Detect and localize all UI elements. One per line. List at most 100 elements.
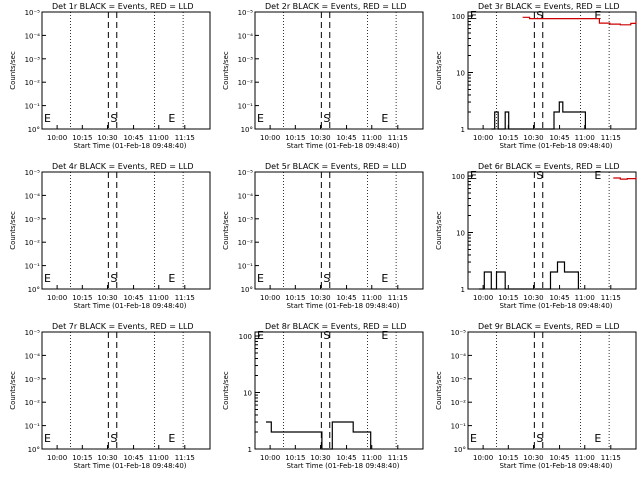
- plot-frame: [467, 171, 637, 290]
- x-tick-label: 11:00: [149, 294, 169, 302]
- y-axis-label: Counts/sec: [435, 371, 443, 410]
- y-tick-label: 10⁻⁵: [238, 9, 254, 17]
- end-marker-label: E: [168, 432, 175, 445]
- y-tick-label: 10⁻¹: [25, 103, 41, 111]
- y-tick-label: 10⁻³: [25, 56, 41, 64]
- panel-title: Det 3r BLACK = Events, RED = LLD: [478, 2, 620, 11]
- panel-title: Det 7r BLACK = Events, RED = LLD: [52, 322, 194, 331]
- detector-panel: Det 2r BLACK = Events, RED = LLD 10:00 10:…: [222, 2, 424, 150]
- x-axis-label: Start Time (01-Feb-18 09:48:40): [499, 302, 612, 310]
- x-axis-label: Start Time (01-Feb-18 09:48:40): [286, 462, 399, 470]
- y-tick-label: 10°: [28, 286, 40, 294]
- y-tick-label: 100: [452, 173, 465, 181]
- y-tick-label: 10⁻⁴: [25, 32, 41, 40]
- x-tick-label: 11:00: [575, 454, 595, 462]
- x-tick-label: 10:45: [336, 454, 356, 462]
- data-series-line: [491, 101, 586, 130]
- y-tick-label: 10⁻²: [25, 79, 41, 87]
- x-tick-label: 10:15: [498, 134, 518, 142]
- plot-frame: [467, 331, 637, 450]
- panel-title: Det 9r BLACK = Events, RED = LLD: [478, 322, 620, 331]
- x-tick-label: 10:45: [549, 294, 569, 302]
- panel-title: Det 8r BLACK = Events, RED = LLD: [265, 322, 407, 331]
- start-marker-label: S: [110, 272, 117, 285]
- plot-frame: [254, 171, 424, 290]
- y-axis-label: Counts/sec: [222, 371, 230, 410]
- end-marker-label: E: [44, 112, 51, 125]
- end-marker-label: E: [470, 169, 477, 182]
- y-tick-label: 10⁻³: [25, 216, 41, 224]
- x-tick-label: 10:00: [47, 134, 67, 142]
- x-tick-label: 11:00: [362, 454, 382, 462]
- y-tick-label: 10⁻²: [451, 399, 467, 407]
- y-tick-label: 10⁻¹: [25, 263, 41, 271]
- x-tick-label: 10:00: [473, 134, 493, 142]
- y-tick-label: 100: [452, 13, 465, 21]
- y-tick-label: 10⁻¹: [238, 103, 254, 111]
- y-tick-label: 10⁻¹: [25, 423, 41, 431]
- x-tick-label: 10:15: [285, 294, 305, 302]
- end-marker-label: E: [594, 432, 601, 445]
- end-marker-label: E: [168, 112, 175, 125]
- y-tick-label: 1: [248, 446, 252, 454]
- y-tick-label: 10°: [28, 446, 40, 454]
- x-tick-label: 11:15: [601, 454, 621, 462]
- y-tick-label: 10⁻²: [238, 239, 254, 247]
- y-tick-label: 10⁻⁴: [25, 192, 41, 200]
- end-marker-label: E: [44, 432, 51, 445]
- x-tick-label: 10:15: [285, 134, 305, 142]
- x-tick-label: 11:00: [149, 454, 169, 462]
- y-tick-label: 10⁻³: [451, 376, 467, 384]
- x-tick-label: 11:00: [362, 134, 382, 142]
- data-series-line: [266, 421, 372, 450]
- plot-frame: [41, 11, 211, 130]
- y-axis-label: Counts/sec: [9, 371, 17, 410]
- end-marker-label: E: [44, 272, 51, 285]
- x-axis-label: Start Time (01-Feb-18 09:48:40): [73, 462, 186, 470]
- y-tick-label: 10⁻³: [238, 56, 254, 64]
- y-axis-label: Counts/sec: [435, 211, 443, 250]
- x-tick-label: 10:00: [473, 454, 493, 462]
- end-marker-label: E: [257, 329, 264, 342]
- end-marker-label: E: [257, 112, 264, 125]
- x-tick-label: 11:15: [388, 134, 408, 142]
- start-marker-label: S: [323, 112, 330, 125]
- end-marker-label: E: [168, 272, 175, 285]
- y-tick-label: 10⁻⁴: [238, 192, 254, 200]
- detector-panel: Det 5r BLACK = Events, RED = LLD 10:00 10:…: [222, 162, 424, 310]
- x-tick-label: 11:00: [575, 134, 595, 142]
- x-tick-label: 10:30: [97, 294, 117, 302]
- x-tick-label: 10:30: [523, 134, 543, 142]
- end-marker-label: E: [381, 272, 388, 285]
- x-tick-label: 10:15: [72, 294, 92, 302]
- y-tick-label: 10⁻³: [25, 376, 41, 384]
- x-tick-label: 10:15: [72, 134, 92, 142]
- x-axis-label: Start Time (01-Feb-18 09:48:40): [286, 302, 399, 310]
- y-tick-label: 10: [243, 390, 252, 398]
- y-tick-label: 10°: [28, 126, 40, 134]
- y-axis-label: Counts/sec: [9, 51, 17, 90]
- x-tick-label: 10:45: [336, 294, 356, 302]
- y-tick-label: 10⁻²: [25, 399, 41, 407]
- plot-frame: [41, 171, 211, 290]
- x-tick-label: 11:00: [149, 134, 169, 142]
- y-tick-label: 10⁻²: [238, 79, 254, 87]
- detector-panel: Det 8r BLACK = Events, RED = LLD 10:00 10:…: [222, 322, 424, 470]
- y-tick-label: 10°: [241, 126, 253, 134]
- panel-title: Det 2r BLACK = Events, RED = LLD: [265, 2, 407, 11]
- y-tick-label: 10: [456, 70, 465, 78]
- end-marker-label: E: [381, 112, 388, 125]
- y-tick-label: 10: [456, 230, 465, 238]
- x-tick-label: 10:00: [47, 454, 67, 462]
- plot-frame: [467, 11, 637, 130]
- panel-title: Det 4r BLACK = Events, RED = LLD: [52, 162, 194, 171]
- x-tick-label: 10:00: [47, 294, 67, 302]
- panel-title: Det 6r BLACK = Events, RED = LLD: [478, 162, 620, 171]
- x-tick-label: 10:00: [260, 134, 280, 142]
- x-tick-label: 10:30: [310, 454, 330, 462]
- end-marker-label: E: [381, 329, 388, 342]
- y-tick-label: 10⁻⁴: [238, 32, 254, 40]
- data-series-line: [522, 16, 637, 26]
- y-tick-label: 1: [461, 286, 465, 294]
